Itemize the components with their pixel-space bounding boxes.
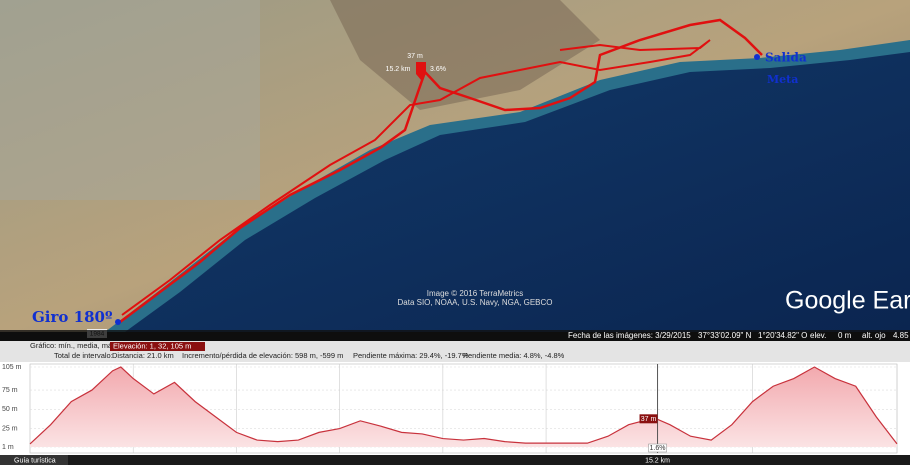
start-label: Salida [765, 51, 807, 65]
eye-label: alt. ojo [862, 331, 886, 340]
elevation-line [29, 366, 898, 445]
tour-button[interactable] [0, 455, 68, 465]
imagery-date: Fecha de las imágenes: 3/29/2015 [568, 331, 691, 340]
cursor-slope: 1.6% [650, 445, 666, 452]
start-dot [754, 54, 760, 60]
route [119, 18, 763, 323]
latitude: 37°33'02.09" N [698, 331, 752, 340]
max-slope: Pendiente máxima: 29.4%, -19.7% [353, 351, 469, 360]
cursor-distance: 15.2 km [386, 66, 411, 73]
y-tick-label: 75 m [2, 387, 18, 394]
elev-label: elev. [810, 331, 826, 340]
y-tick-label: 1 m [2, 444, 14, 451]
profile-header [0, 341, 910, 362]
distance: Distancia: 21.0 km [112, 351, 174, 360]
cursor-elevation: 37 m [407, 53, 423, 60]
eye: 4.85 [893, 331, 909, 340]
y-tick-label: 50 m [2, 406, 18, 413]
chart-label: Gráfico: mín., media, máx. [30, 341, 118, 350]
cursor-slope-box [648, 443, 667, 453]
attribution: Data SIO, NOAA, U.S. Navy, NGA, GEBCO [398, 298, 553, 307]
attribution: Image © 2016 TerraMetrics [427, 289, 523, 298]
map[interactable]: Salida Meta Giro 180º 37 m 15.2 km 3.6% … [0, 0, 910, 338]
cursor-x-label: 15.2 km [645, 457, 670, 464]
greenhouses [0, 0, 260, 200]
y-tick-label: 105 m [2, 364, 22, 371]
route-return [121, 39, 711, 316]
status-bar [0, 330, 910, 341]
elevation-summary: Elevación: 1, 32, 105 m [113, 341, 191, 350]
elevation-profile[interactable]: 105 m75 m50 m25 m1 m2.5 km5 km7.5 km10 k… [2, 363, 898, 465]
cursor-elevation: 37 m [641, 416, 657, 423]
turn-label: Giro 180º [32, 308, 113, 326]
elevation-box[interactable] [110, 342, 205, 351]
sea [125, 52, 910, 332]
gain-loss: Incremento/pérdida de elevación: 598 m, … [182, 351, 343, 360]
footer [0, 455, 910, 465]
mean-slope: Pendiente media: 4.8%, -4.8% [463, 351, 565, 360]
logo: Google Ear [785, 287, 910, 315]
elevation-area [30, 367, 897, 447]
cursor-slope: 3.6% [430, 66, 446, 73]
finish-label: Meta [767, 73, 798, 86]
elev: 0 m [838, 331, 852, 340]
mountains [330, 0, 600, 110]
longitude: 1°20'34.82" O [758, 331, 807, 340]
cursor-marker [416, 62, 426, 80]
y-tick-label: 25 m [2, 425, 18, 432]
cursor-elev-box [639, 414, 658, 424]
turn-dot [115, 319, 121, 325]
tour-label: Guía turística [14, 457, 56, 464]
range-label: Total de intervalo: [54, 351, 113, 360]
